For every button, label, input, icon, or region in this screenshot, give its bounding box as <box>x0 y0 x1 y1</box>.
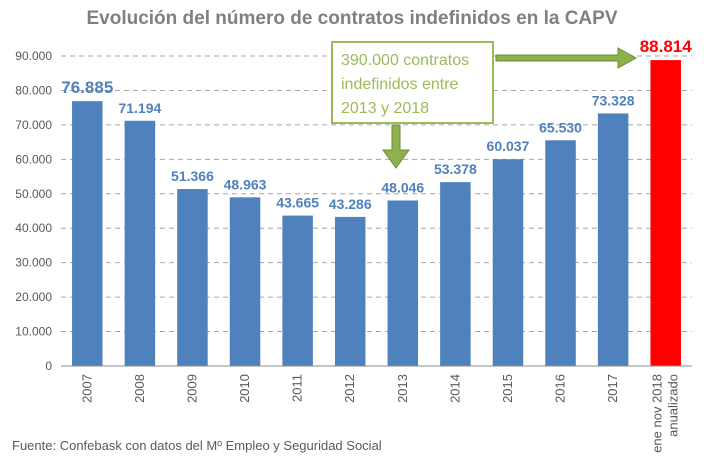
bars <box>72 60 681 367</box>
bar <box>597 113 629 366</box>
x-tick-label: 2014 <box>447 374 462 403</box>
x-tick-label: 2008 <box>132 374 147 403</box>
data-label: 43.286 <box>329 196 372 212</box>
y-tick-label: 30.000 <box>15 256 52 270</box>
data-label: 60.037 <box>487 138 530 154</box>
callout-arrow-right <box>495 47 638 69</box>
y-tick-label: 40.000 <box>15 221 52 235</box>
bar <box>440 182 471 366</box>
bar <box>177 189 208 366</box>
y-tick-label: 50.000 <box>15 187 52 201</box>
data-labels: 76.885 71.194 51.366 48.963 43.665 43.286 48.0… <box>61 37 692 212</box>
x-tick-label: 2017 <box>605 374 620 403</box>
x-tick-label: 2012 <box>342 374 357 403</box>
data-label: 65.530 <box>539 119 582 135</box>
chart-title: Evolución del número de contratos indefi… <box>86 8 618 29</box>
bar <box>545 140 576 366</box>
data-label: 71.194 <box>118 100 161 116</box>
bar <box>334 216 366 366</box>
data-label: 48.046 <box>381 180 424 196</box>
bar <box>387 200 419 366</box>
y-tick-label: 0 <box>45 359 52 373</box>
data-label: 53.378 <box>434 161 477 177</box>
source-note: Fuente: Confebask con datos del Mº Emple… <box>12 438 382 453</box>
y-tick-label: 20.000 <box>15 290 52 304</box>
y-tick-label: 60.000 <box>15 152 52 166</box>
bar <box>72 101 103 366</box>
x-tick-label: 2016 <box>553 374 568 403</box>
x-tick-label: 2007 <box>79 374 94 403</box>
callout-arrow-down <box>382 124 410 169</box>
x-tick-label: ene nov 2018anualizado <box>650 374 681 453</box>
y-axis-tick-labels: 0 10.000 20.000 30.000 40.000 50.000 60.000 70.… <box>15 49 52 373</box>
x-axis-tick-labels: 2007 2008 2009 2010 2011 2012 2013 2014 2015 2016… <box>79 374 680 453</box>
x-tick-label: 2009 <box>184 374 199 403</box>
x-tick-label: 2010 <box>237 374 252 403</box>
data-label: 43.665 <box>276 195 319 211</box>
data-label: 76.885 <box>61 78 113 97</box>
bar <box>124 120 156 367</box>
callout-annotation: 390.000 contratos indefinidos entre 2013… <box>331 41 494 124</box>
data-label: 48.963 <box>224 176 267 192</box>
x-tick-label: 2015 <box>500 374 515 403</box>
bar <box>229 197 261 366</box>
bar <box>650 60 681 366</box>
x-tick-label: 2011 <box>290 374 305 402</box>
y-tick-label: 10.000 <box>15 325 52 339</box>
y-tick-label: 80.000 <box>15 83 52 97</box>
bar <box>492 159 524 366</box>
callout-arrows <box>382 47 638 169</box>
data-label: 51.366 <box>171 168 214 184</box>
x-tick-label: 2013 <box>395 374 410 403</box>
data-label: 73.328 <box>592 92 635 108</box>
y-tick-label: 70.000 <box>15 118 52 132</box>
y-tick-label: 90.000 <box>15 49 52 63</box>
data-label: 88.814 <box>640 37 693 56</box>
bar <box>282 215 313 366</box>
